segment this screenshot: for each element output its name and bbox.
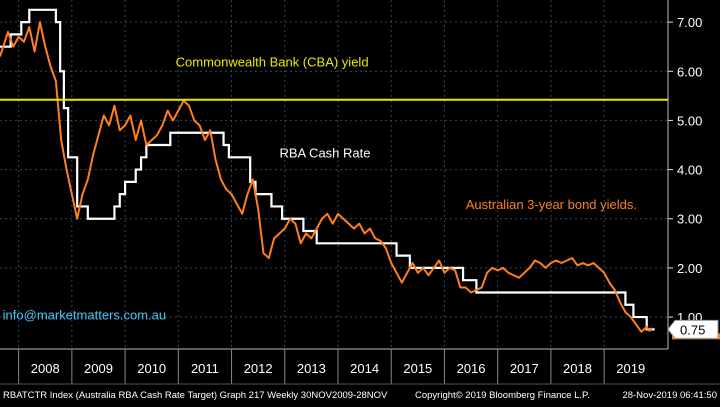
footer-band: [0, 384, 720, 402]
x-tick-label: 2016: [457, 361, 486, 376]
x-tick-label: 2008: [31, 361, 60, 376]
last-value-label: 0.75: [680, 322, 705, 337]
annotation-email: info@marketmatters.com.au: [3, 308, 166, 323]
y-tick-label: 2.00: [677, 261, 702, 276]
y-tick-label: 5.00: [677, 113, 702, 128]
x-tick-label: 2012: [244, 361, 273, 376]
y-tick-label: 4.00: [677, 163, 702, 178]
x-axis: 2008 2009 2010 2011 2012 2013 2014 2015 2016 2017…: [18, 349, 645, 384]
y-tick-label: 6.00: [677, 64, 702, 79]
x-axis-band: [0, 349, 720, 384]
y-tick-label: 7.00: [677, 15, 702, 30]
y-axis-band: [668, 0, 720, 349]
x-tick-label: 2014: [350, 361, 379, 376]
x-tick-label: 2010: [137, 361, 166, 376]
annotation-bond-yields: Australian 3-year bond yields.: [466, 197, 637, 212]
series-bond-yield-line: [0, 21, 653, 333]
x-tick-label: 2019: [616, 361, 645, 376]
footer-left: RBATCTR Index (Australia RBA Cash Rate T…: [3, 390, 388, 401]
x-tick-label: 2015: [403, 361, 432, 376]
footer-center: Copyright© 2019 Bloomberg Finance L.P.: [415, 390, 590, 401]
annotation-rba-cash-rate: RBA Cash Rate: [279, 145, 370, 160]
x-tick-label: 2017: [510, 361, 539, 376]
x-tick-label: 2013: [297, 361, 326, 376]
y-tick-label: 3.00: [677, 212, 702, 227]
x-tick-label: 2009: [84, 361, 113, 376]
x-tick-label: 2018: [563, 361, 592, 376]
last-value-box: [667, 319, 719, 339]
x-tick-label: 2011: [191, 361, 219, 376]
annotation-cba-yield: Commonwealth Bank (CBA) yield: [176, 54, 369, 69]
series-rba-cash-rate-line: [0, 8, 655, 331]
last-value-badge: 0.75: [667, 319, 720, 340]
footer-right: 28-Nov-2019 06:41:50: [622, 390, 717, 401]
